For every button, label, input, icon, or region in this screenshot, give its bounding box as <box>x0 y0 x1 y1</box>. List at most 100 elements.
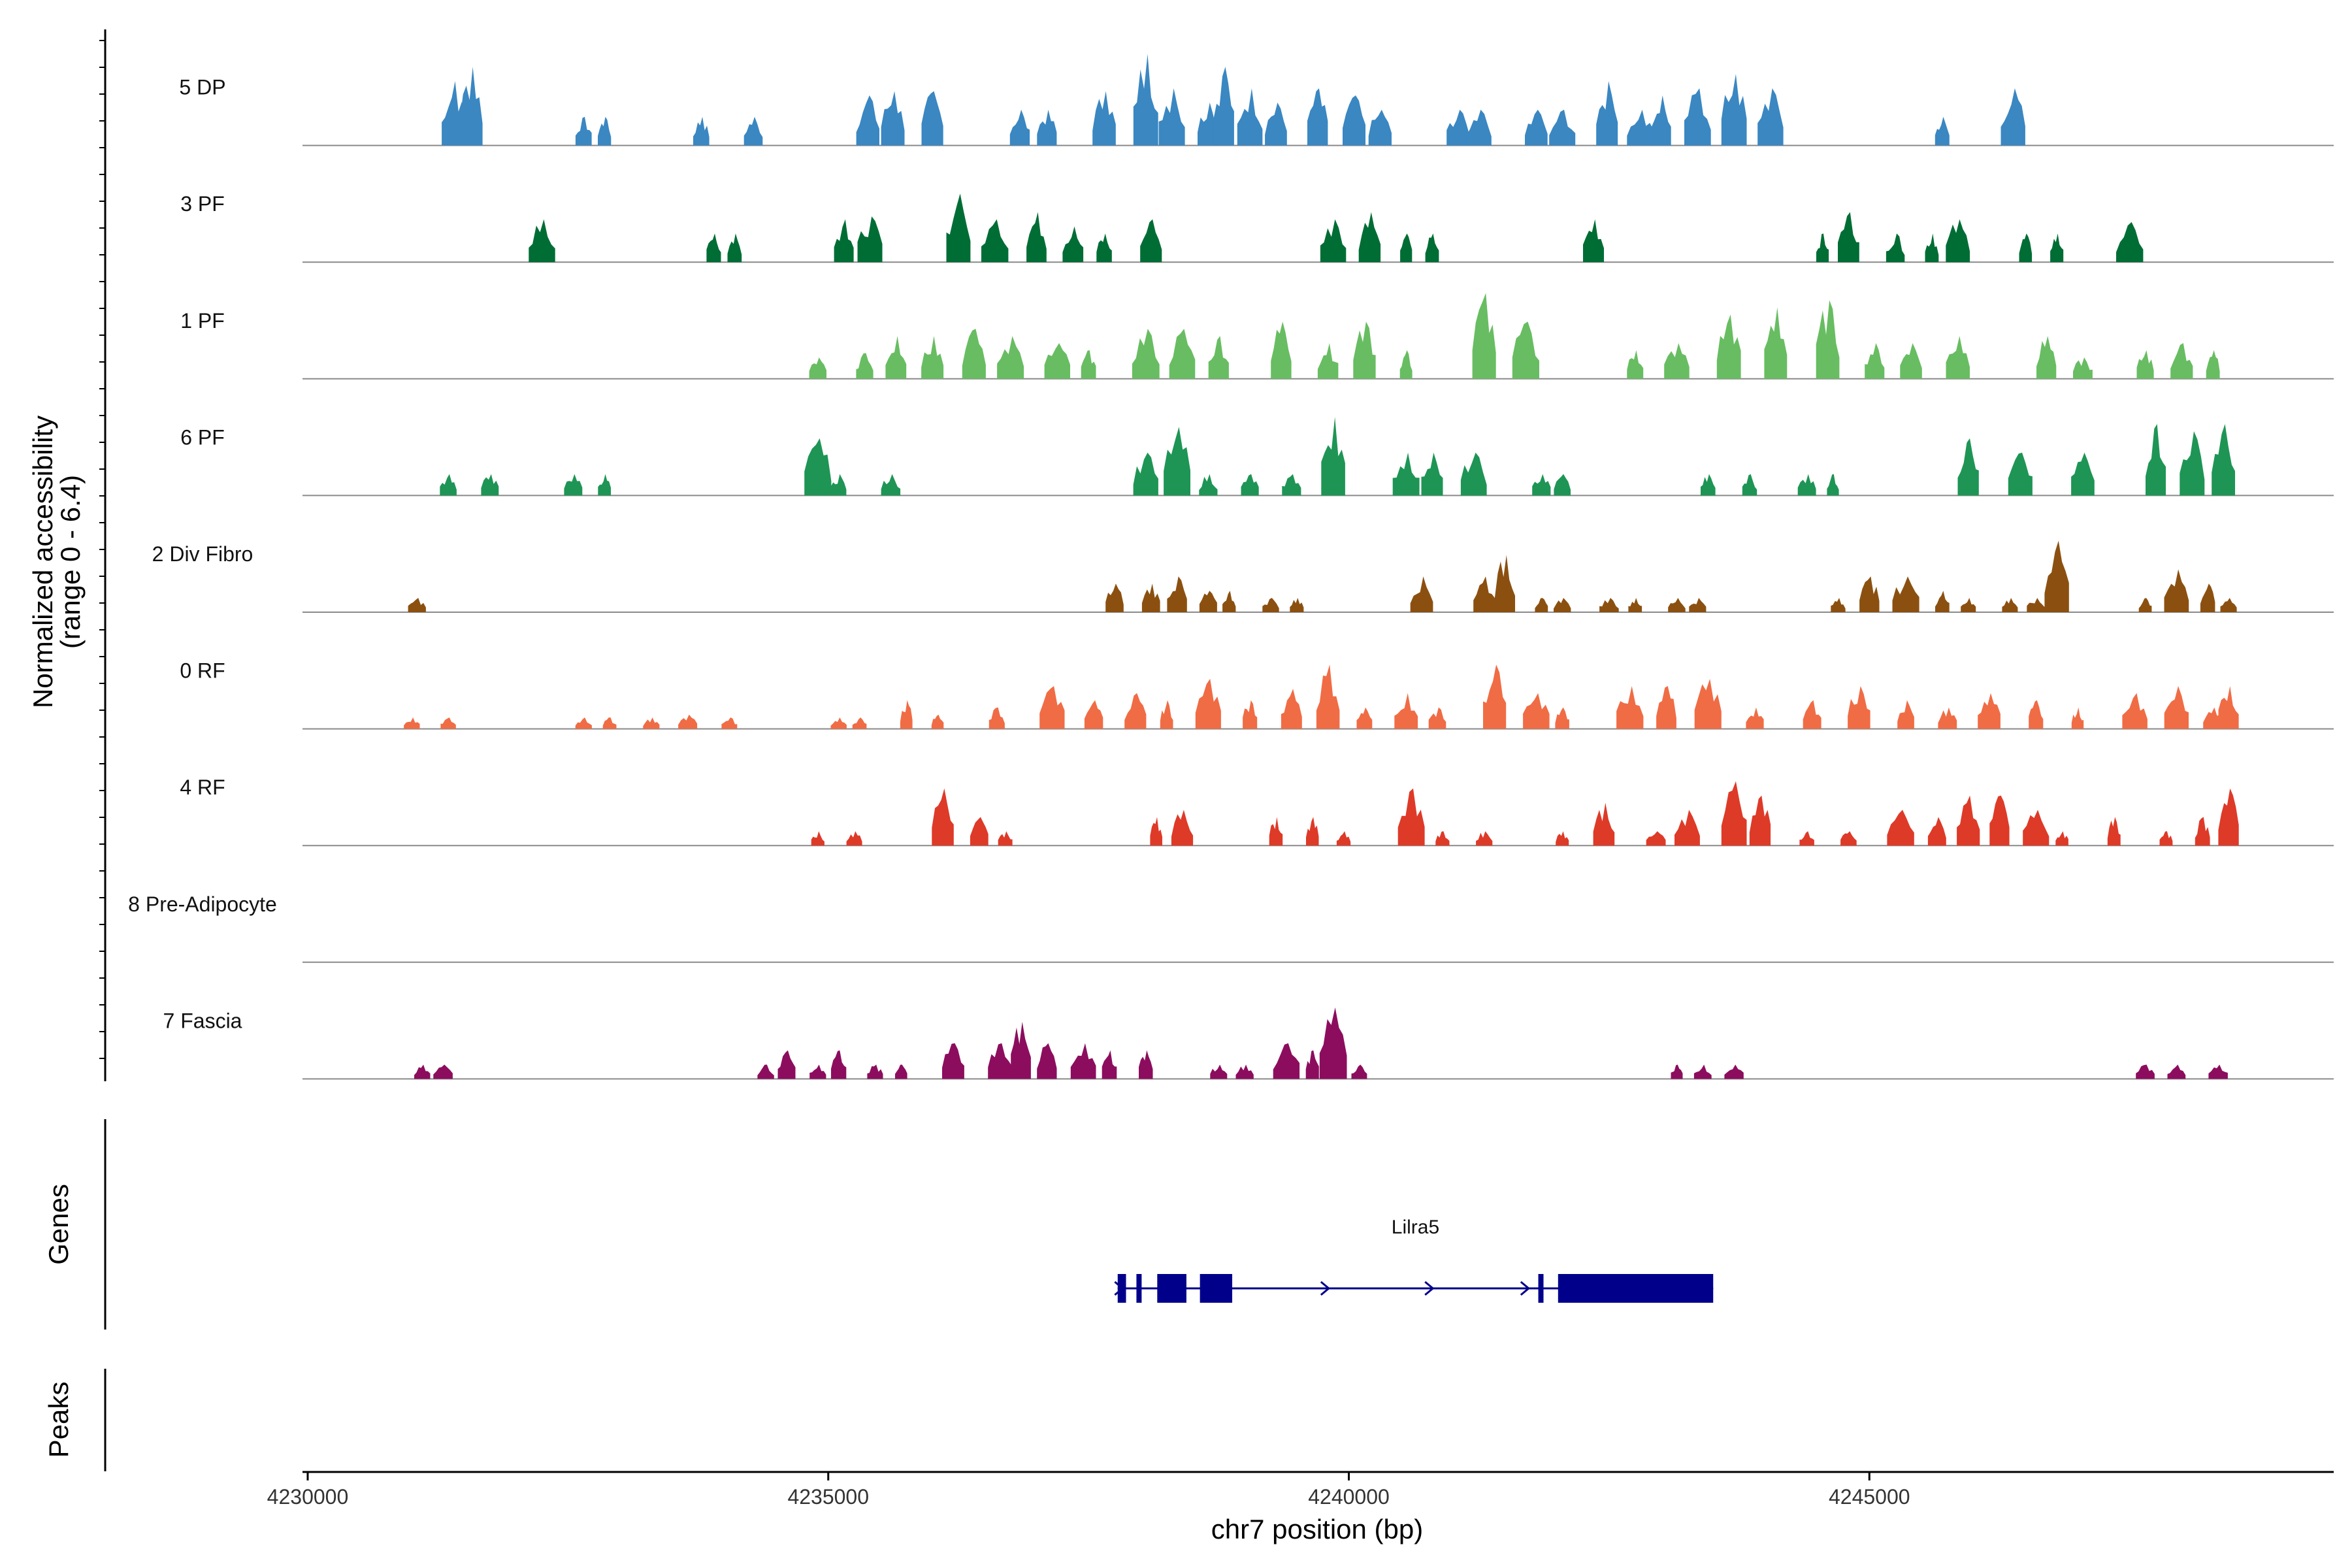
accessibility-peak <box>1428 707 1446 729</box>
accessibility-peak <box>1124 693 1147 729</box>
accessibility-peak <box>1512 321 1539 379</box>
accessibility-peak <box>1848 686 1870 729</box>
accessibility-peak <box>1271 321 1292 379</box>
accessibility-peak <box>830 474 847 496</box>
accessibility-peak <box>693 116 710 146</box>
accessibility-peak <box>2203 707 2223 729</box>
accessibility-peak <box>2036 336 2057 379</box>
accessibility-peak <box>1213 67 1234 146</box>
y-axis-title: Normalized accessibility <box>27 416 58 708</box>
accessibility-peak <box>1721 781 1747 846</box>
accessibility-peak <box>1554 598 1571 612</box>
accessibility-peak <box>1026 212 1047 263</box>
accessibility-peak <box>2027 598 2046 612</box>
gene-label: Lilra5 <box>1392 1217 1439 1238</box>
accessibility-peak <box>1799 831 1814 846</box>
accessibility-peak <box>1265 103 1287 146</box>
accessibility-peak <box>881 91 905 146</box>
accessibility-peak <box>1671 1064 1683 1079</box>
accessibility-peak <box>1358 212 1381 263</box>
accessibility-peak <box>1195 679 1221 729</box>
accessibility-peak <box>1816 300 1840 379</box>
accessibility-peak <box>2206 350 2220 379</box>
accessibility-peak <box>856 353 874 379</box>
track-label: 1 PF <box>180 309 225 333</box>
accessibility-peak <box>1400 233 1413 263</box>
accessibility-peak <box>1435 831 1450 846</box>
strand-arrow <box>1520 1281 1531 1296</box>
accessibility-peak <box>1290 598 1304 612</box>
accessibility-peak <box>1599 598 1619 612</box>
accessibility-peak <box>1668 598 1686 612</box>
track-label: 4 RF <box>180 776 225 799</box>
accessibility-peak <box>1132 329 1160 379</box>
accessibility-peak <box>1701 474 1716 496</box>
accessibility-peak <box>1353 321 1376 379</box>
accessibility-peak <box>931 714 944 729</box>
accessibility-peak <box>1133 54 1158 146</box>
accessibility-peak <box>831 1050 847 1079</box>
accessibility-peak <box>598 116 612 146</box>
accessibility-peak <box>1140 219 1162 263</box>
accessibility-peak <box>1306 817 1319 846</box>
accessibility-peak <box>1062 226 1084 263</box>
accessibility-peak <box>1596 81 1618 146</box>
strand-arrow <box>1320 1281 1331 1296</box>
accessibility-peak <box>1925 233 1939 263</box>
accessibility-peak <box>2220 598 2237 612</box>
accessibility-peak <box>2116 221 2144 263</box>
track-2-div-fibro: 2 Div Fibro <box>152 540 2334 613</box>
accessibility-peak <box>1084 700 1103 729</box>
accessibility-peak <box>1171 809 1194 846</box>
accessibility-peak <box>1656 686 1676 729</box>
accessibility-peak <box>440 717 456 729</box>
accessibility-peak <box>598 474 611 496</box>
accessibility-peak <box>2023 809 2050 846</box>
accessibility-peak <box>885 336 907 379</box>
accessibility-peak <box>1555 707 1569 729</box>
accessibility-peak <box>2122 693 2148 729</box>
accessibility-peak <box>2050 233 2064 263</box>
accessibility-peak <box>1394 693 1418 729</box>
accessibility-peak <box>1336 831 1351 846</box>
accessibility-peak <box>1410 576 1433 612</box>
accessibility-peak <box>1593 802 1615 846</box>
accessibility-peak <box>1169 329 1196 379</box>
accessibility-peak <box>1037 1043 1057 1079</box>
accessibility-peak <box>946 193 971 263</box>
accessibility-peak <box>2180 431 2205 496</box>
accessibility-peak <box>1961 598 1976 612</box>
accessibility-peak <box>881 474 901 496</box>
accessibility-peak <box>2019 233 2033 263</box>
accessibility-peak <box>1446 109 1470 146</box>
accessibility-peak <box>1473 576 1495 612</box>
accessibility-peak <box>1651 95 1671 146</box>
accessibility-peak <box>900 700 913 729</box>
accessibility-peak <box>2008 452 2033 496</box>
accessibility-peak <box>2212 424 2235 496</box>
accessibility-peak <box>721 717 738 729</box>
accessibility-peak <box>2218 686 2239 729</box>
accessibility-peak <box>852 717 867 729</box>
accessibility-peak <box>1243 700 1258 729</box>
accessibility-peak <box>1724 1064 1744 1079</box>
accessibility-peak <box>1167 576 1187 612</box>
accessibility-peak <box>1627 350 1644 379</box>
accessibility-peak <box>602 717 617 729</box>
accessibility-peak <box>2073 357 2093 379</box>
accessibility-peak <box>1368 109 1392 146</box>
accessibility-peak <box>1797 474 1816 496</box>
accessibility-peak <box>1674 809 1700 846</box>
accessibility-peak <box>921 336 944 379</box>
accessibility-peak <box>1694 679 1722 729</box>
accessibility-peak <box>1989 795 2010 846</box>
accessibility-peak <box>433 1064 453 1079</box>
accessibility-peak <box>1466 109 1492 146</box>
accessibility-peak <box>1938 707 1957 729</box>
x-axis: 4230000 4235000 4240000 4245000 <box>267 1471 2334 1509</box>
accessibility-peak <box>932 788 954 846</box>
accessibility-peak <box>1892 576 1919 612</box>
accessibility-peak <box>895 1064 907 1079</box>
accessibility-peak <box>2029 700 2044 729</box>
strand-arrow <box>1424 1281 1435 1296</box>
